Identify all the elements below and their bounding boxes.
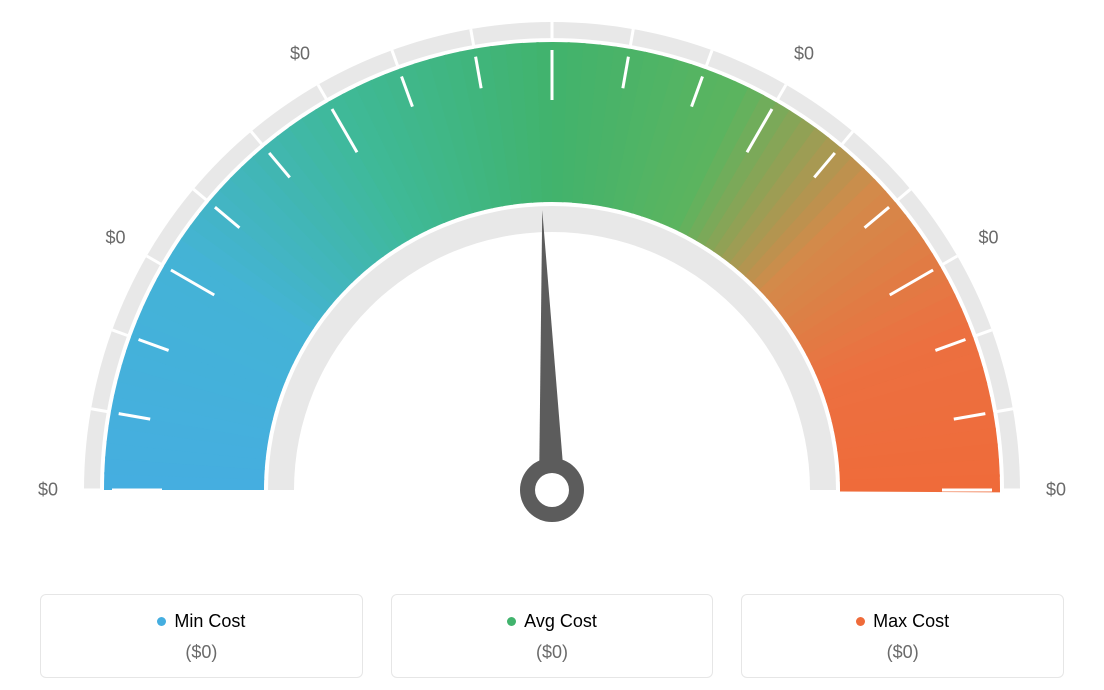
- legend-row: Min Cost ($0) Avg Cost ($0) Max Cost ($0…: [40, 594, 1064, 678]
- legend-title-max: Max Cost: [754, 611, 1051, 632]
- legend-value-max: ($0): [754, 642, 1051, 663]
- legend-dot-avg: [507, 617, 516, 626]
- gauge-chart: $0$0$0$0$0$0$0: [0, 0, 1104, 560]
- legend-dot-min: [157, 617, 166, 626]
- legend-title-min: Min Cost: [53, 611, 350, 632]
- gauge-tick-label: $0: [106, 228, 126, 249]
- legend-card-max: Max Cost ($0): [741, 594, 1064, 678]
- cost-gauge-widget: $0$0$0$0$0$0$0 Min Cost ($0) Avg Cost ($…: [0, 0, 1104, 690]
- legend-card-avg: Avg Cost ($0): [391, 594, 714, 678]
- legend-value-avg: ($0): [404, 642, 701, 663]
- legend-value-min: ($0): [53, 642, 350, 663]
- gauge-tick-label: $0: [794, 43, 814, 64]
- legend-dot-max: [856, 617, 865, 626]
- legend-label-avg: Avg Cost: [524, 611, 597, 631]
- legend-card-min: Min Cost ($0): [40, 594, 363, 678]
- legend-label-max: Max Cost: [873, 611, 949, 631]
- legend-title-avg: Avg Cost: [404, 611, 701, 632]
- legend-label-min: Min Cost: [174, 611, 245, 631]
- gauge-tick-label: $0: [1046, 480, 1066, 501]
- gauge-tick-label: $0: [38, 480, 58, 501]
- gauge-tick-label: $0: [978, 228, 998, 249]
- gauge-tick-label: $0: [290, 43, 310, 64]
